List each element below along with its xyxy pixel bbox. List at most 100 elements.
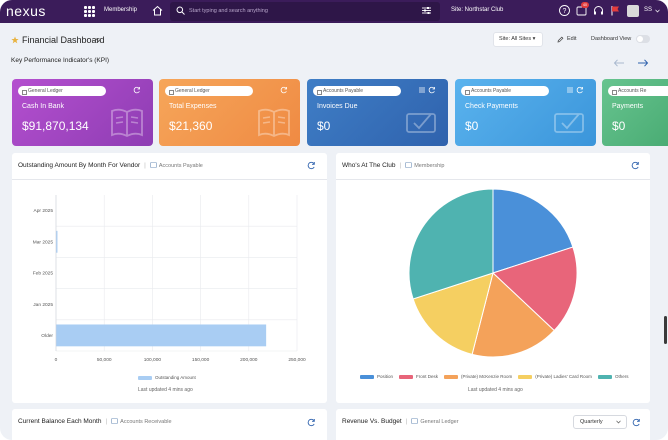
outstanding-bar-chart: 0 50,000 100,000 150,000 200,000 250,000 Apr 2…: [33, 195, 306, 363]
site-filter-dropdown[interactable]: Site: All Sites ▾: [493, 32, 543, 47]
bar[interactable]: [56, 324, 267, 347]
pie-slice[interactable]: [492, 188, 574, 274]
refresh-icon[interactable]: [133, 86, 141, 94]
chevron-down-icon: [616, 420, 621, 424]
refresh-icon[interactable]: [576, 86, 584, 94]
panel-whos-at-club: Who's At The Club | Membership Position Fro…: [336, 153, 650, 403]
panel-divider: [12, 179, 327, 180]
kpi-card-payments[interactable]: Accounts Re Payments $0: [602, 79, 668, 146]
kpi-tag: General Ledger: [165, 86, 253, 96]
legend-label: Others: [614, 374, 629, 379]
kpi-name: Payments: [612, 103, 644, 110]
list-icon[interactable]: [566, 86, 574, 94]
legend-item[interactable]: Position: [360, 374, 393, 379]
panel-outstanding-vendor: Outstanding Amount By Month For Vendor | A…: [12, 153, 327, 403]
apps-grid-icon[interactable]: [84, 6, 95, 17]
panel-revenue-vs-budget: Revenue Vs. Budget | General Ledger Quarte…: [336, 409, 650, 440]
pie-slice[interactable]: [412, 272, 494, 355]
help-icon[interactable]: ?: [558, 4, 571, 17]
current-site-label[interactable]: Site: Northstar Club: [451, 7, 504, 13]
filter-sliders-icon[interactable]: [421, 5, 432, 16]
refresh-icon[interactable]: [632, 418, 641, 427]
refresh-icon[interactable]: [307, 418, 316, 427]
kpi-card-check-payments[interactable]: Accounts Payable Check Payments $0: [455, 79, 596, 146]
panel-title-text: Current Balance Each Month: [18, 418, 102, 425]
legend-item[interactable]: Others: [597, 374, 629, 379]
x-tick-label: 200,000: [240, 357, 258, 363]
panel-module: Accounts Payable: [158, 163, 203, 169]
legend-label: (Private) McKenzie Room: [461, 374, 513, 379]
kpi-name: Total Expenses: [169, 103, 217, 110]
panel-title: Outstanding Amount By Month For Vendor | A…: [18, 162, 203, 169]
legend-item[interactable]: (Private) McKenzie Room: [444, 374, 512, 379]
home-icon[interactable]: [151, 4, 164, 17]
svg-text:?: ?: [563, 8, 567, 15]
refresh-icon[interactable]: [307, 161, 316, 170]
x-tick-label: 50,000: [97, 357, 112, 363]
user-initials[interactable]: SS: [644, 7, 653, 13]
module-label[interactable]: Membership: [104, 7, 138, 13]
period-select[interactable]: Quarterly: [573, 415, 627, 429]
legend-swatch: [597, 374, 612, 379]
refresh-icon[interactable]: [280, 86, 288, 94]
club-pie-chart: [408, 188, 578, 358]
legend-label: (Private) Ladies' Card Room: [535, 374, 592, 379]
panel-title-text: Outstanding Amount By Month For Vendor: [18, 162, 141, 169]
notifications-badge: 40: [581, 2, 589, 8]
legend-swatch: [518, 374, 533, 379]
dashboard-title[interactable]: Financial Dashboard: [22, 35, 105, 45]
kpi-card-total-expenses[interactable]: General Ledger Total Expenses $21,360: [159, 79, 300, 146]
kpi-name: Invoices Due: [317, 103, 358, 110]
arrow-left-icon[interactable]: [613, 58, 625, 68]
kpi-heading: Key Performance Indicator's (KPI): [11, 57, 110, 64]
x-tick-label: 0: [55, 357, 58, 363]
kpi-value: $21,360: [169, 119, 213, 133]
legend-item[interactable]: (Private) Ladies' Card Room: [518, 374, 592, 379]
dashboard-view-toggle[interactable]: [636, 35, 650, 43]
check-document-icon: [554, 113, 584, 133]
module-icon: [111, 418, 118, 424]
panel-divider: [336, 179, 650, 180]
book-icon: [111, 108, 143, 138]
period-select-value: Quarterly: [580, 419, 603, 425]
y-tick-label: Feb 2025: [33, 271, 54, 277]
legend-label: Front Desk: [416, 374, 439, 379]
headset-icon[interactable]: [592, 4, 605, 17]
page-scrollbar[interactable]: [664, 316, 667, 344]
panel-module: Accounts Receivable: [120, 419, 172, 425]
module-icon: [405, 162, 413, 168]
legend-label: Position: [377, 374, 394, 379]
star-icon[interactable]: [11, 36, 19, 44]
panel-module: General Ledger: [420, 419, 459, 425]
chevron-down-icon[interactable]: [95, 37, 102, 43]
refresh-icon[interactable]: [428, 86, 436, 94]
legend-swatch: [360, 374, 374, 379]
flag-icon[interactable]: [609, 4, 622, 17]
pie-chart-legend: Position Front Desk (Private) McKenzie Roo…: [360, 374, 634, 379]
x-tick-label: 250,000: [288, 357, 306, 363]
kpi-card-invoices-due[interactable]: Accounts Payable Invoices Due $0: [307, 79, 448, 146]
edit-button[interactable]: Edit: [567, 36, 577, 42]
refresh-icon[interactable]: [631, 161, 640, 170]
nexus-logo[interactable]: nexus: [6, 3, 46, 19]
pie-slice[interactable]: [408, 188, 494, 300]
avatar[interactable]: [627, 5, 639, 17]
pie-slice[interactable]: [492, 246, 578, 332]
kpi-name: Check Payments: [465, 103, 518, 110]
list-icon[interactable]: [418, 86, 426, 94]
kpi-value: $0: [465, 119, 479, 133]
legend-item[interactable]: Outstanding Amount: [138, 375, 196, 380]
y-tick-label: Apr 2025: [34, 208, 54, 214]
legend-item[interactable]: Front Desk: [399, 374, 438, 379]
check-document-icon: [406, 113, 436, 133]
edit-icon[interactable]: [557, 36, 564, 43]
chevron-down-icon[interactable]: [655, 9, 660, 13]
bar[interactable]: [56, 230, 58, 253]
kpi-card-cash-in-bank[interactable]: General Ledger Cash In Bank $91,870,134: [12, 79, 153, 146]
search-input[interactable]: [189, 4, 409, 18]
arrow-right-icon[interactable]: [637, 58, 649, 68]
pie-slice[interactable]: [471, 272, 555, 358]
legend-label: Outstanding Amount: [155, 375, 196, 380]
y-tick-label: Mar 2025: [33, 239, 54, 245]
